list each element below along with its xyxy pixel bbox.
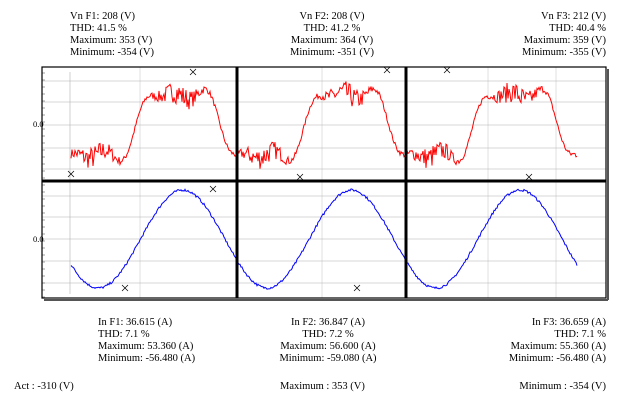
current-info-f3: In F3: 36.659 (A) THD: 7.1 % Maximum: 55… <box>509 317 606 365</box>
plot-frame <box>41 66 609 301</box>
peak-markers <box>67 66 533 292</box>
voltage-rms-f2: Vn F2: 208 (V) <box>299 11 365 22</box>
peak-marker <box>189 68 197 76</box>
peak-marker <box>121 284 129 292</box>
peak-marker <box>353 284 361 292</box>
current-info-f2: In F2: 36.847 (A) THD: 7.2 % Maximum: 56… <box>258 317 398 365</box>
cursor-actual-value: Act : -310 (V) <box>14 381 74 392</box>
voltage-zero-label: 0.0 <box>33 119 44 129</box>
peak-marker <box>443 66 451 74</box>
current-info-f1: In F1: 36.615 (A) THD: 7.1 % Maximum: 53… <box>98 317 195 365</box>
voltage-min-f1: Minimum: -354 (V) <box>70 47 154 58</box>
plot-grid <box>42 67 606 298</box>
voltage-min-f3: Minimum: -355 (V) <box>522 47 606 58</box>
current-zero-label: 0.0 <box>33 234 44 244</box>
current-min-f3: Minimum: -56.480 (A) <box>508 353 606 364</box>
current-max-f1: Maximum: 53.360 (A) <box>98 341 194 352</box>
voltage-info-f3: Vn F3: 212 (V) THD: 40.4 % Maximum: 359 … <box>522 11 606 59</box>
voltage-thd-f1: THD: 41.5 % <box>70 23 127 34</box>
voltage-info-f1: Vn F1: 208 (V) THD: 41.5 % Maximum: 353 … <box>70 11 154 59</box>
peak-marker <box>296 173 304 181</box>
cursor-maximum-value: Maximum : 353 (V) <box>280 381 365 392</box>
peak-marker <box>209 185 217 193</box>
voltage-thd-f2: THD: 41.2 % <box>303 23 361 34</box>
peak-marker <box>67 170 75 178</box>
voltage-max-f1: Maximum: 353 (V) <box>70 35 153 46</box>
voltage-rms-f3: Vn F3: 212 (V) <box>540 11 606 22</box>
voltage-thd-f3: THD: 40.4 % <box>549 23 606 34</box>
voltage-waveform <box>70 81 578 169</box>
current-rms-f1: In F1: 36.615 (A) <box>98 317 173 328</box>
cursor-minimum-value: Minimum : -354 (V) <box>519 381 606 392</box>
current-waveform <box>70 188 578 290</box>
current-thd-f2: THD: 7.2 % <box>302 329 354 340</box>
peak-marker <box>383 66 391 74</box>
current-rms-f2: In F2: 36.847 (A) <box>290 317 366 328</box>
current-thd-f3: THD: 7.1 % <box>554 329 606 340</box>
current-min-f2: Minimum: -59.080 (A) <box>279 353 377 364</box>
current-rms-f3: In F3: 36.659 (A) <box>531 317 606 328</box>
current-max-f2: Maximum: 56.600 (A) <box>280 341 376 352</box>
voltage-rms-f1: Vn F1: 208 (V) <box>70 11 136 22</box>
current-max-f3: Maximum: 55.360 (A) <box>510 341 606 352</box>
voltage-max-f3: Maximum: 359 (V) <box>523 35 606 46</box>
peak-marker <box>525 173 533 181</box>
voltage-max-f2: Maximum: 364 (V) <box>290 35 374 46</box>
voltage-info-f2: Vn F2: 208 (V) THD: 41.2 % Maximum: 364 … <box>262 11 402 59</box>
current-thd-f1: THD: 7.1 % <box>98 329 150 340</box>
current-min-f1: Minimum: -56.480 (A) <box>98 353 196 364</box>
voltage-min-f2: Minimum: -351 (V) <box>290 47 374 58</box>
